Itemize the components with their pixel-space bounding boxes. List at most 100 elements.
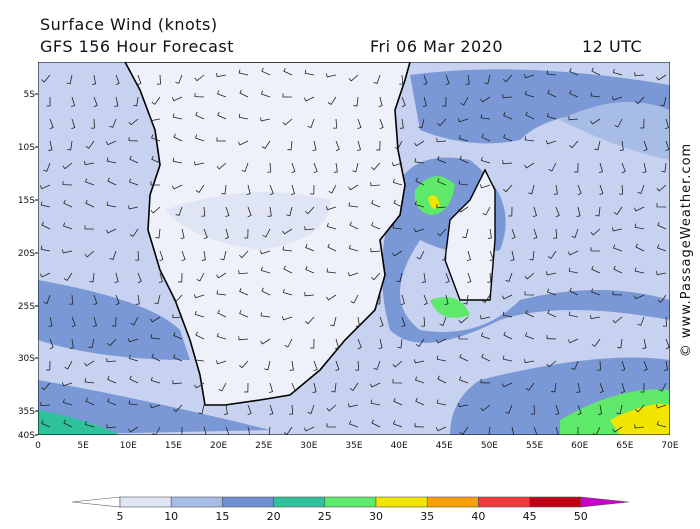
wind-barb — [525, 111, 535, 120]
colorbar-label: 5 — [117, 510, 124, 523]
lon-label: 30E — [300, 441, 317, 451]
wind-barb — [599, 382, 604, 394]
wind-barb — [216, 162, 227, 170]
wind-barb — [198, 404, 205, 415]
wind-barb — [663, 360, 668, 371]
wind-barb — [237, 140, 249, 146]
wind-barb — [137, 74, 142, 86]
wind-barb — [479, 184, 491, 189]
wind-core — [610, 404, 670, 435]
wind-barb — [414, 200, 425, 208]
wind-barb — [304, 69, 315, 76]
wind-barb — [392, 360, 403, 368]
wind-barb — [665, 338, 670, 350]
wind-barb — [612, 291, 623, 296]
wind-barb — [352, 162, 359, 173]
wind-barb — [247, 426, 251, 435]
wind-barb — [106, 157, 117, 164]
wind-barb — [591, 67, 601, 76]
wind-barb — [151, 155, 161, 164]
wind-barb — [524, 359, 535, 364]
wind-barb — [84, 360, 95, 367]
wind-barb — [458, 206, 469, 213]
wind-barb — [105, 228, 117, 234]
wind-barb — [525, 332, 535, 340]
wind-barb — [173, 133, 183, 142]
lon-label: 0 — [35, 441, 41, 451]
wind-barb — [333, 118, 338, 129]
wind-barb — [225, 426, 230, 435]
wind-barb — [261, 67, 271, 76]
wind-barb — [523, 74, 535, 79]
wind-barb — [39, 184, 51, 190]
wind-barb — [114, 96, 119, 107]
wind-barb — [261, 140, 271, 150]
wind-barb — [282, 93, 293, 98]
wind-barb — [533, 228, 538, 240]
wind-barb — [269, 184, 274, 196]
wind-barb — [591, 288, 601, 296]
wind-barb — [173, 354, 183, 362]
wind-barb — [467, 272, 472, 284]
wind-barb — [371, 272, 381, 281]
wind-barb — [129, 228, 139, 238]
wind-barb — [415, 177, 425, 186]
wind-barb — [115, 294, 120, 306]
wind-barb — [326, 73, 337, 78]
wind-barb — [393, 420, 403, 428]
wind-barb — [503, 74, 513, 83]
wind-barb — [313, 360, 318, 372]
wind-barb — [335, 360, 340, 372]
wind-barb — [269, 404, 274, 416]
wind-core — [414, 176, 455, 215]
wind-barb — [458, 335, 469, 340]
wind-barb — [634, 72, 645, 77]
wind-barb — [63, 272, 73, 282]
wind-barb — [282, 288, 293, 296]
wind-barb — [239, 310, 249, 318]
wind-barb — [596, 360, 601, 371]
lat-label: 5S — [24, 90, 36, 100]
wind-barb — [392, 224, 403, 230]
wind-barb — [415, 376, 425, 384]
colorbar-cell — [222, 496, 274, 508]
wind-barb — [172, 113, 183, 120]
wind-barb — [178, 272, 183, 283]
wind-barb — [439, 316, 447, 326]
wind-barb — [173, 332, 183, 340]
wind-barb — [49, 338, 54, 350]
wind-barb — [287, 140, 293, 151]
wind-barb — [284, 338, 293, 348]
wind-barb — [635, 96, 645, 105]
wind-barb — [502, 160, 513, 165]
wind-barb — [71, 118, 76, 130]
wind-barb — [371, 222, 381, 230]
colorbar-cell — [324, 496, 377, 508]
wind-barb — [525, 382, 535, 391]
wind-barb — [109, 250, 117, 261]
wind-barb — [423, 294, 428, 306]
wind-barb — [466, 250, 471, 262]
wind-barb — [40, 201, 51, 208]
wind-barb — [62, 222, 73, 230]
wind-barb — [392, 379, 403, 384]
wind-barb — [480, 96, 491, 103]
wind-barb — [481, 133, 491, 142]
wind-barb — [547, 89, 557, 98]
wind-barb — [553, 228, 558, 239]
wind-barb — [393, 397, 403, 406]
wind-barb — [85, 397, 95, 406]
wind-barb — [357, 338, 362, 350]
wind-barb — [460, 96, 469, 106]
wind-barb — [88, 338, 95, 349]
wind-barb — [85, 140, 95, 149]
wind-barb — [71, 316, 76, 328]
wind-barb — [613, 244, 623, 252]
wind-barb — [502, 94, 513, 99]
wind-barb — [268, 426, 271, 435]
wind-barb — [508, 206, 513, 217]
wind-barb — [482, 206, 491, 216]
wind-barb — [576, 206, 581, 217]
wind-barb — [150, 206, 161, 214]
wind-barb — [524, 162, 535, 169]
